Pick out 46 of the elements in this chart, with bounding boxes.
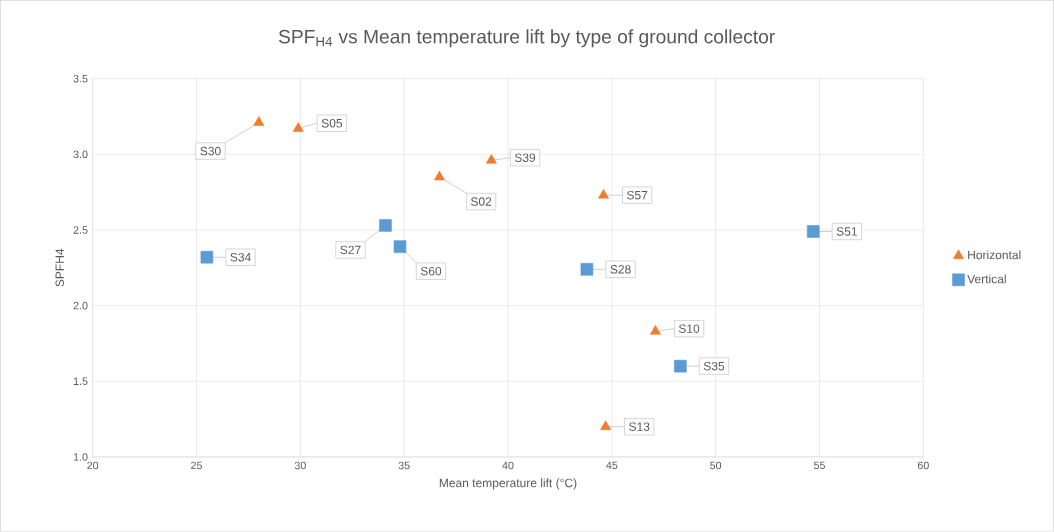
y-tick-label: 2.0 — [73, 302, 88, 310]
point — [806, 225, 820, 238]
point — [598, 189, 609, 199]
y-tick-label: 2.5 — [73, 226, 88, 234]
x-tick-label: 55 — [813, 461, 825, 470]
x-tick-label: 30 — [294, 461, 306, 470]
legend-label: Vertical — [967, 274, 1006, 284]
annotation: S02 — [470, 197, 492, 206]
y-tick-label: 3.5 — [73, 75, 88, 83]
point — [253, 116, 265, 127]
x-tick-label: 25 — [191, 461, 202, 470]
point — [600, 420, 612, 431]
annotation: S13 — [629, 422, 650, 432]
point — [485, 154, 497, 164]
annotation: S05 — [321, 119, 343, 128]
point — [433, 170, 445, 181]
point — [580, 263, 594, 276]
x-axis-title: Mean temperature lift (°C) — [439, 478, 577, 490]
x-tick-label: 50 — [710, 461, 722, 470]
annotation: S34 — [230, 253, 251, 262]
y-tick-label: 1.5 — [73, 377, 88, 386]
y-axis-title: SPFH4 — [55, 249, 64, 287]
annotation: S51 — [836, 227, 857, 236]
x-tick-label: 20 — [87, 461, 99, 470]
x-tick-label: 35 — [398, 461, 410, 470]
annotation: S30 — [200, 147, 221, 156]
annotation: S39 — [514, 153, 536, 163]
chart-title: SPF$_{H4}$ vs Mean temperature lift by type of ground collector — [278, 29, 775, 48]
annotation: S10 — [678, 324, 700, 334]
annotation: S28 — [610, 265, 631, 274]
point — [292, 122, 304, 133]
y-tick-label: 1.0 — [73, 453, 88, 461]
point — [393, 240, 407, 254]
annotation: S60 — [420, 267, 442, 276]
point — [649, 325, 661, 335]
point — [674, 360, 687, 373]
x-tick-label: 40 — [502, 461, 514, 470]
legend-label: Horizontal — [968, 250, 1021, 260]
x-tick-label: 60 — [917, 461, 929, 470]
annotation: S27 — [340, 245, 361, 255]
annotation: S57 — [627, 191, 648, 200]
point — [379, 219, 392, 232]
y-tick-label: 3.0 — [73, 150, 88, 159]
point — [200, 251, 214, 264]
annotation: S35 — [703, 362, 725, 371]
x-tick-label: 45 — [606, 461, 618, 470]
